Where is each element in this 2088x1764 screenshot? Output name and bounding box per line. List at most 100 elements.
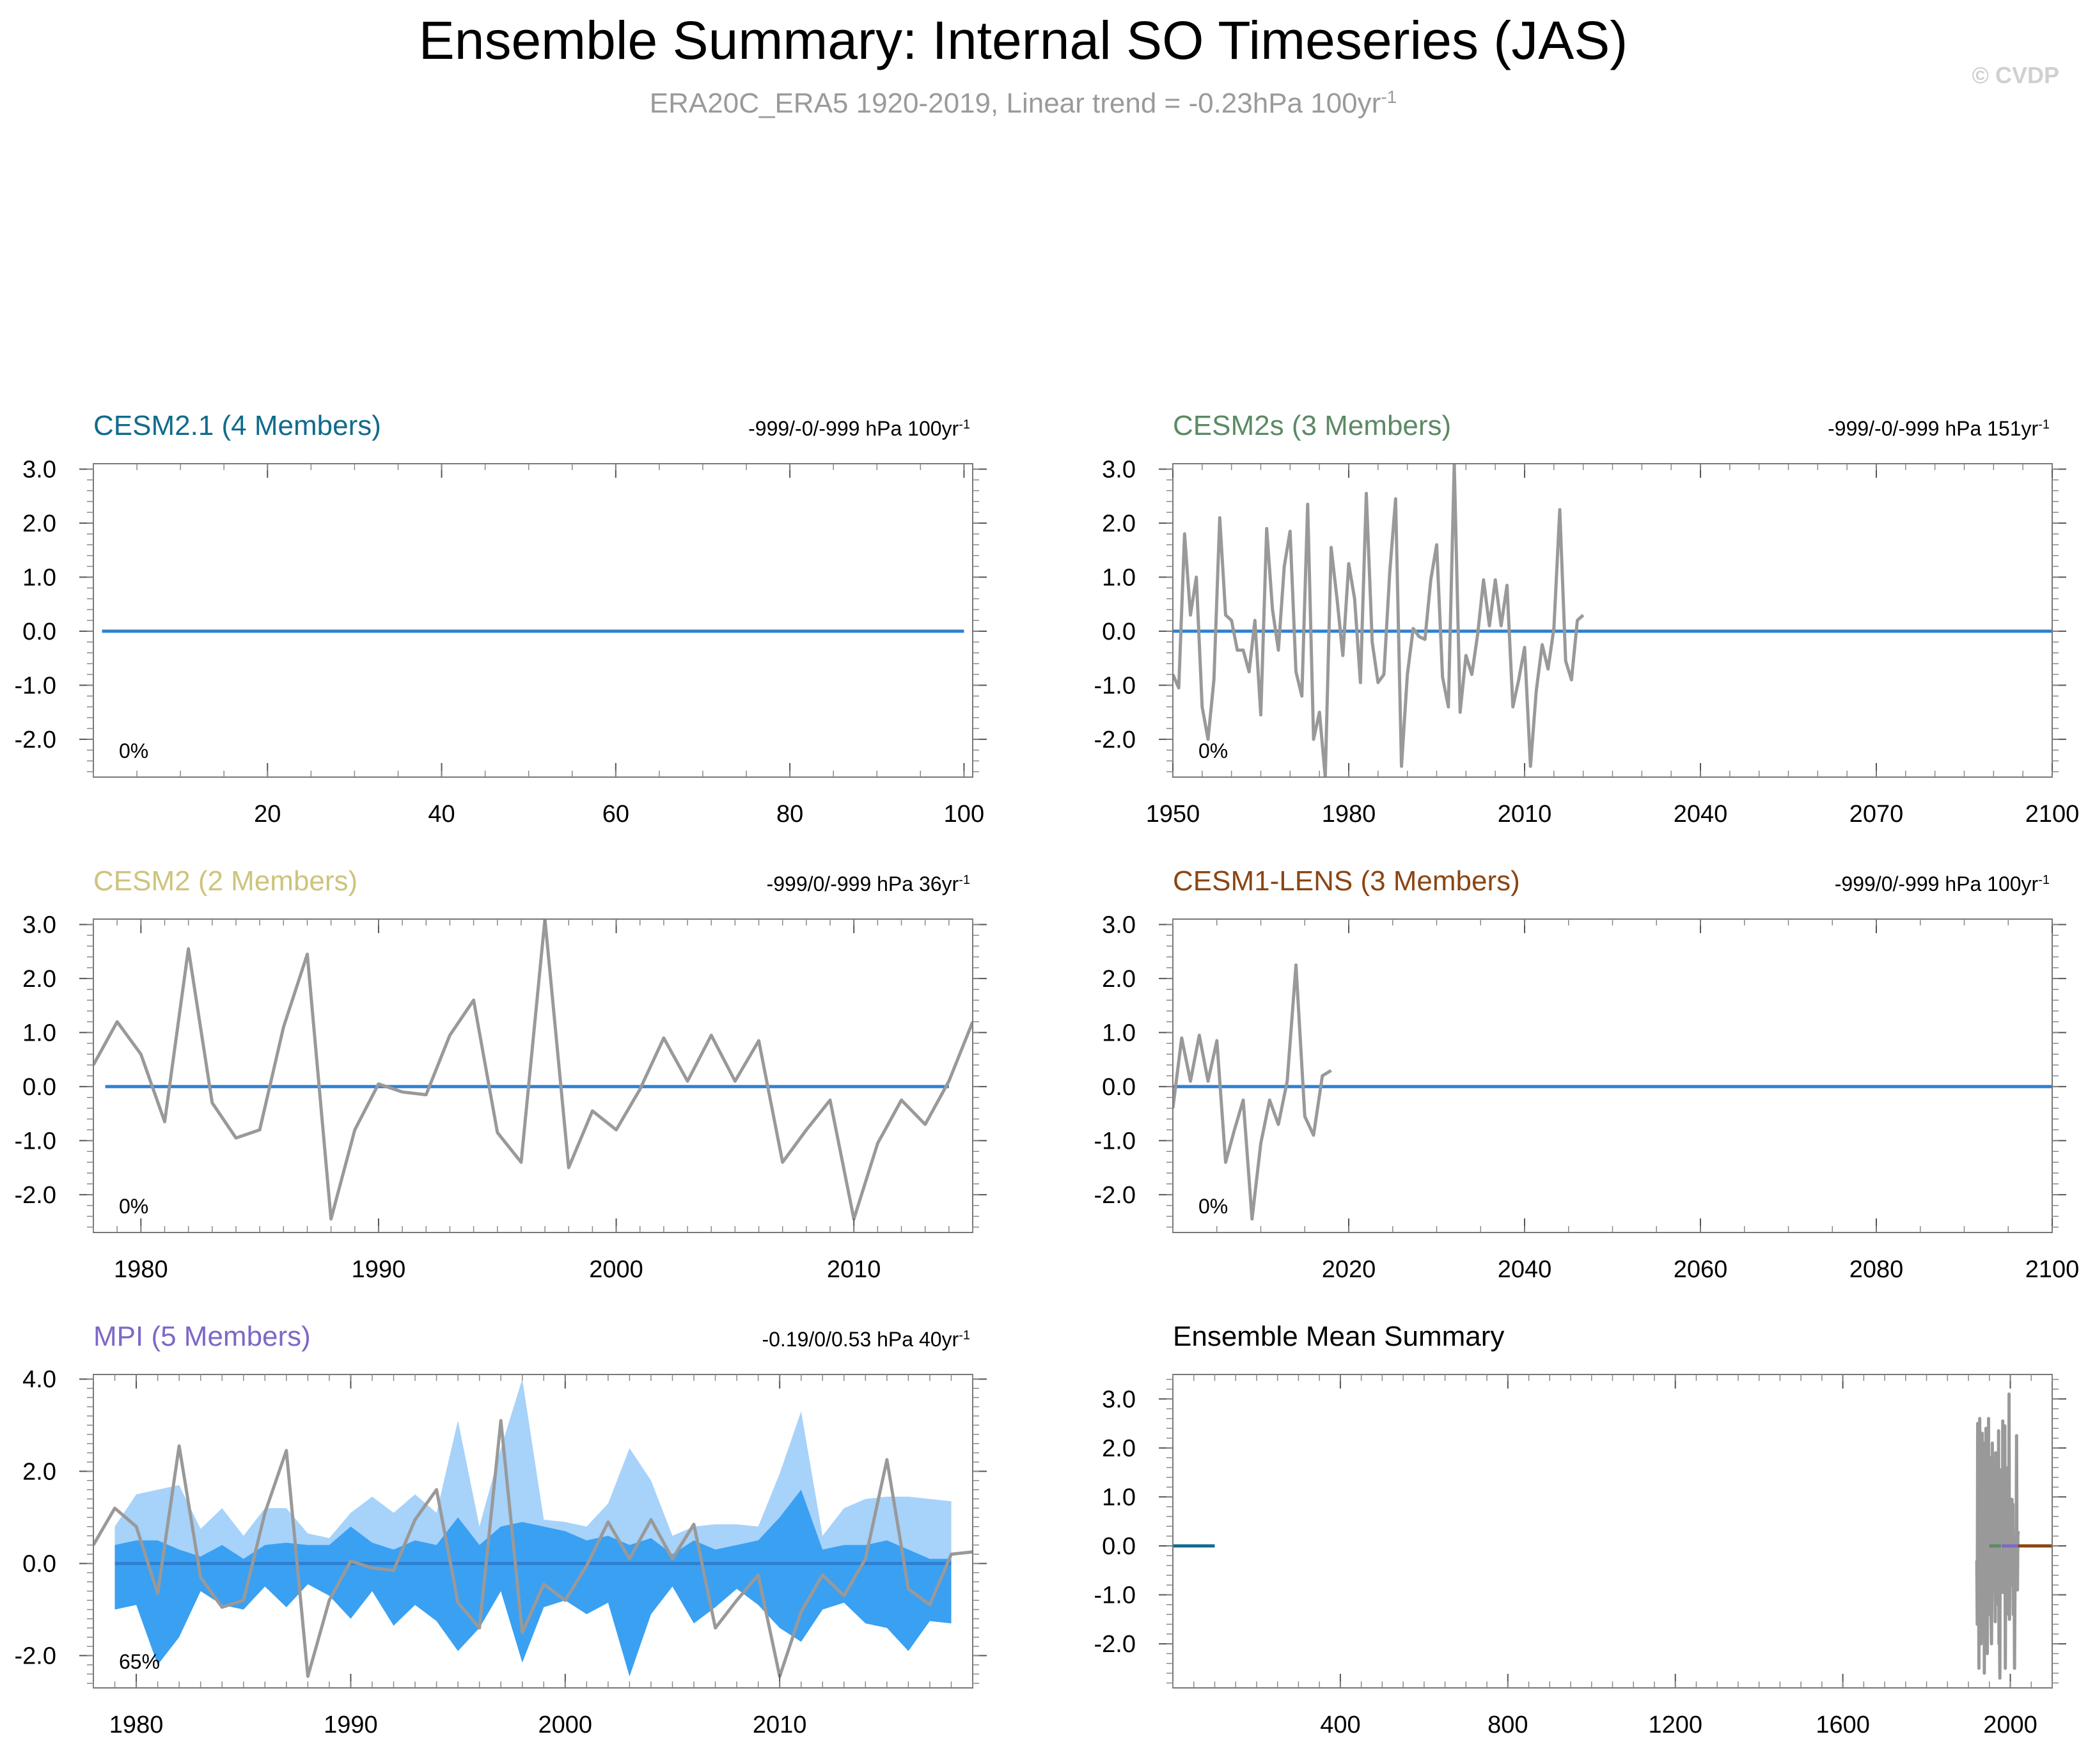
panel-frame [1172, 918, 2053, 1233]
data-layer-mpi [93, 1379, 973, 1678]
trend-label-cesm2s: -999/-0/-999 hPa 151yr-1 [1828, 417, 2050, 440]
x-tick-label: 2100 [2025, 801, 2080, 828]
panel-cesm2s: CESM2s (3 Members) -999/-0/-999 hPa 151yr… [1094, 410, 2080, 828]
y-tick-label: 1.0 [1102, 1020, 1136, 1046]
x-tick-label: 100 [944, 801, 984, 828]
obs-series-line [1173, 464, 1585, 777]
x-tick-label: 1600 [1816, 1712, 1870, 1738]
y-tick-label: -2.0 [15, 1643, 56, 1670]
y-tick-label: -2.0 [15, 727, 56, 753]
y-tick-label: -1.0 [1094, 1582, 1136, 1609]
data-layer-cesm2s [1173, 464, 2052, 777]
pct-label-cesm2s: 0% [1198, 739, 1228, 762]
y-tick-label: 0.0 [1102, 1533, 1136, 1560]
trend-label-sup: -1 [959, 873, 970, 887]
panel-frame [93, 918, 973, 1233]
obs-series-line [1173, 963, 1332, 1221]
y-tick-label: -1.0 [15, 672, 56, 699]
x-tick-label: 2040 [1674, 801, 1728, 828]
y-tick-label: 1.0 [1102, 564, 1136, 591]
panel-cesm2: CESM2 (2 Members) -999/0/-999 hPa 36yr-1 1… [15, 865, 987, 1283]
watermark-cvdp: © CVDP [1972, 62, 2059, 88]
x-tick-label: 2010 [827, 1256, 881, 1283]
trend-label-sup: -1 [2038, 873, 2050, 887]
y-tick-label: 2.0 [22, 1458, 56, 1485]
panel-title-cesm1lens: CESM1-LENS (3 Members) [1173, 865, 1520, 897]
x-tick-label: 2000 [589, 1256, 643, 1283]
pct-label-cesm1lens: 0% [1198, 1195, 1228, 1218]
x-tick-label: 1990 [324, 1712, 378, 1738]
x-tick-label: 1980 [109, 1712, 164, 1738]
y-tick-label: 4.0 [22, 1366, 56, 1393]
x-tick-label: 1990 [352, 1256, 406, 1283]
figure-subtitle-sup: -1 [1381, 87, 1397, 107]
trend-label-cesm2: -999/0/-999 hPa 36yr-1 [767, 872, 970, 895]
x-tick-label: 40 [428, 801, 455, 828]
figure-subtitle: ERA20C_ERA5 1920-2019, Linear trend = -0… [650, 87, 1397, 120]
trend-label-main: -999/0/-999 hPa 36yr [767, 872, 959, 895]
y-tick-label: 3.0 [1102, 911, 1136, 938]
trend-label-sup: -1 [2038, 418, 2050, 432]
y-tick-label: 0.0 [1102, 618, 1136, 645]
y-tick-label: -2.0 [15, 1182, 56, 1209]
y-tick-label: 2.0 [1102, 1435, 1136, 1462]
x-tick-label: 2000 [1983, 1712, 2037, 1738]
x-tick-label: 2010 [1498, 801, 1552, 828]
obs-series-line [93, 919, 973, 1221]
trend-label-mpi: -0.19/0/0.53 hPa 40yr-1 [762, 1328, 970, 1351]
y-tick-label: -2.0 [1094, 727, 1136, 753]
trend-label-cesm1lens: -999/0/-999 hPa 100yr-1 [1835, 872, 2050, 895]
trend-label-cesm21: -999/-0/-999 hPa 100yr-1 [748, 417, 970, 440]
pct-label-cesm2: 0% [119, 1195, 148, 1218]
x-tick-label: 400 [1320, 1712, 1360, 1738]
pct-label-cesm21: 0% [119, 739, 148, 762]
x-tick-label: 2000 [538, 1712, 593, 1738]
x-tick-label: 2020 [1322, 1256, 1376, 1283]
y-tick-label: 2.0 [22, 966, 56, 993]
y-tick-label: 3.0 [1102, 456, 1136, 483]
data-layer-cesm1lens [1173, 963, 2052, 1221]
x-tick-label: 2060 [1674, 1256, 1728, 1283]
x-tick-label: 2080 [1849, 1256, 1904, 1283]
trend-label-main: -999/-0/-999 hPa 151yr [1828, 417, 2038, 440]
y-tick-label: 3.0 [22, 911, 56, 938]
x-tick-label: 1980 [114, 1256, 168, 1283]
y-tick-label: 1.0 [22, 564, 56, 591]
panel-mpi: MPI (5 Members) -0.19/0/0.53 hPa 40yr-1 19… [15, 1321, 987, 1738]
panel-cesm21: CESM2.1 (4 Members) -999/-0/-999 hPa 100y… [15, 410, 987, 828]
y-tick-label: 0.0 [22, 1550, 56, 1577]
obs-series-line [1975, 1392, 2020, 1680]
y-tick-label: 2.0 [22, 510, 56, 537]
x-tick-label: 20 [254, 801, 281, 828]
y-tick-label: 0.0 [22, 1074, 56, 1101]
panel-frame [93, 463, 973, 778]
y-tick-label: 3.0 [22, 456, 56, 483]
panel-title-cesm2s: CESM2s (3 Members) [1173, 410, 1451, 441]
y-tick-label: -1.0 [15, 1128, 56, 1154]
y-tick-label: 2.0 [1102, 966, 1136, 993]
x-tick-label: 80 [776, 801, 803, 828]
panel-summary: Ensemble Mean Summary 400 800 1200 1600 2000 3… [1094, 1321, 2066, 1738]
trend-label-main: -999/-0/-999 hPa 100yr [748, 417, 959, 440]
y-tick-label: 0.0 [1102, 1074, 1136, 1101]
x-tick-label: 1950 [1146, 801, 1200, 828]
trend-label-main: -999/0/-999 hPa 100yr [1835, 872, 2039, 895]
data-layer-cesm2 [93, 919, 973, 1221]
x-tick-label: 2040 [1498, 1256, 1552, 1283]
figure-title: Ensemble Summary: Internal SO Timeseries… [419, 10, 1628, 70]
panel-title-mpi: MPI (5 Members) [93, 1321, 311, 1352]
panel-frame [93, 1374, 973, 1689]
y-tick-label: -2.0 [1094, 1631, 1136, 1658]
x-tick-label: 800 [1488, 1712, 1528, 1738]
x-tick-label: 2010 [753, 1712, 807, 1738]
y-tick-label: -2.0 [1094, 1182, 1136, 1209]
x-tick-label: 2100 [2025, 1256, 2080, 1283]
panel-title-summary: Ensemble Mean Summary [1173, 1321, 1504, 1352]
trend-label-sup: -1 [959, 1328, 970, 1343]
y-tick-label: 1.0 [22, 1020, 56, 1046]
trend-label-sup: -1 [959, 418, 970, 432]
x-tick-label: 2070 [1849, 801, 1904, 828]
pct-label-mpi: 65% [119, 1650, 160, 1673]
panels-group: CESM2.1 (4 Members) -999/-0/-999 hPa 100y… [15, 410, 2080, 1738]
